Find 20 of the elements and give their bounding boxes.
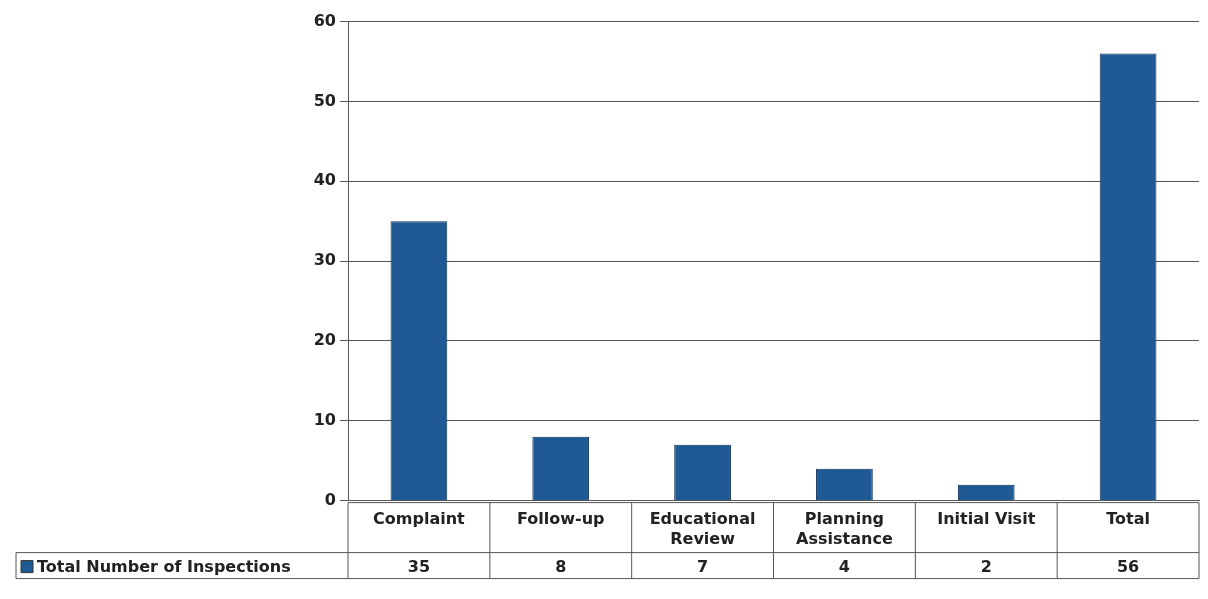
data-label: 4 — [838, 556, 850, 576]
legend-label: Total Number of Inspections — [37, 556, 291, 576]
data-label: 2 — [980, 556, 992, 576]
x-tick-label: Planning Assistance — [796, 509, 893, 548]
y-tick-label: 60 — [313, 10, 336, 30]
y-tick-label: 20 — [313, 330, 336, 350]
x-tick-label: Follow-up — [517, 509, 605, 529]
data-label: 7 — [697, 556, 709, 576]
x-tick-label: Initial Visit — [937, 509, 1036, 529]
y-tick-label: 10 — [313, 409, 336, 429]
data-label: 56 — [1116, 556, 1140, 576]
y-tick-label: 0 — [324, 489, 336, 509]
y-tick-label: 40 — [313, 170, 336, 190]
y-tick-label: 30 — [313, 250, 336, 270]
x-tick-label: Total — [1106, 509, 1150, 529]
data-label: 8 — [555, 556, 567, 576]
y-tick-label: 50 — [313, 90, 336, 110]
x-tick-label: Educational Review — [649, 509, 756, 548]
x-tick-label: Complaint — [373, 509, 466, 529]
data-label: 35 — [407, 556, 431, 576]
